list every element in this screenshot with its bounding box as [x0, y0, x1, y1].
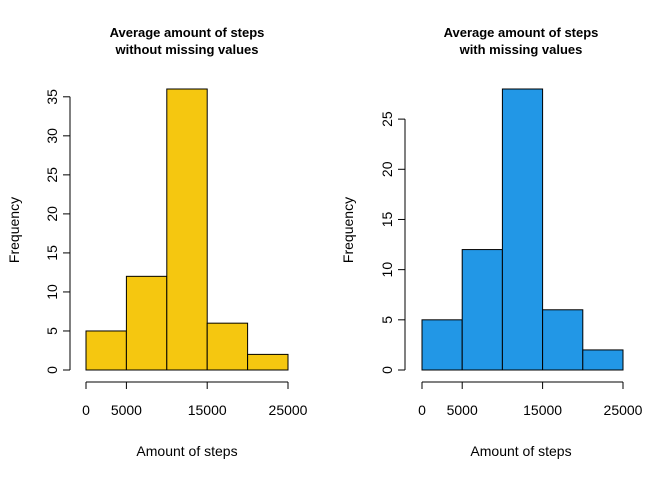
histogram-bar [461, 249, 503, 371]
histogram-bar [501, 88, 544, 371]
histogram-bar [247, 353, 289, 371]
histogram-bars [421, 88, 624, 371]
histogram-bar [206, 322, 249, 371]
y-tick-label: 10 [379, 262, 395, 278]
x-tick-label: 5000 [447, 402, 478, 418]
chart-title-line-1: Average amount of steps [444, 25, 599, 40]
histogram-bar [125, 275, 168, 371]
chart-title-line-2: with missing values [459, 42, 583, 57]
x-tick-label: 0 [418, 402, 426, 418]
y-axis-label: Frequency [340, 197, 356, 263]
x-tick-label: 25000 [604, 402, 643, 418]
histogram-bar [542, 309, 584, 371]
histogram-panel-without-missing: Average amount of steps without missing … [6, 25, 308, 459]
y-tick-label: 20 [379, 161, 395, 177]
x-tick-label: 25000 [269, 402, 308, 418]
y-tick-label: 15 [379, 211, 395, 227]
y-tick-label: 20 [44, 206, 60, 222]
y-tick-label: 5 [379, 316, 395, 324]
x-tick-label: 0 [82, 402, 90, 418]
y-tick-label: 35 [44, 89, 60, 105]
y-tick-label: 25 [44, 167, 60, 183]
y-axis: 0 5 10 15 20 25 30 35 [44, 89, 71, 374]
y-tick-label: 0 [44, 366, 60, 374]
histogram-bar [421, 319, 463, 371]
histogram-bar [85, 330, 127, 371]
y-tick-label: 30 [44, 128, 60, 144]
x-tick-label: 5000 [111, 402, 142, 418]
x-axis: 0 5000 15000 25000 [418, 381, 643, 418]
histogram-bars [85, 88, 289, 371]
y-axis: 0 5 10 15 20 25 [379, 111, 406, 374]
x-axis-label: Amount of steps [136, 443, 237, 459]
y-tick-label: 5 [44, 327, 60, 335]
chart-title-line-2: without missing values [114, 42, 258, 57]
y-tick-label: 15 [44, 245, 60, 261]
y-tick-label: 0 [379, 366, 395, 374]
x-tick-label: 15000 [188, 402, 227, 418]
histogram-bar [582, 349, 624, 371]
x-axis: 0 5000 15000 25000 [82, 381, 308, 418]
y-tick-label: 25 [379, 111, 395, 127]
y-tick-label: 10 [44, 284, 60, 300]
y-axis-label: Frequency [6, 197, 22, 263]
histogram-bar [166, 88, 208, 371]
x-axis-label: Amount of steps [470, 443, 571, 459]
histogram-panel-with-missing: Average amount of steps with missing val… [340, 25, 643, 459]
x-tick-label: 15000 [523, 402, 562, 418]
chart-title-line-1: Average amount of steps [110, 25, 265, 40]
